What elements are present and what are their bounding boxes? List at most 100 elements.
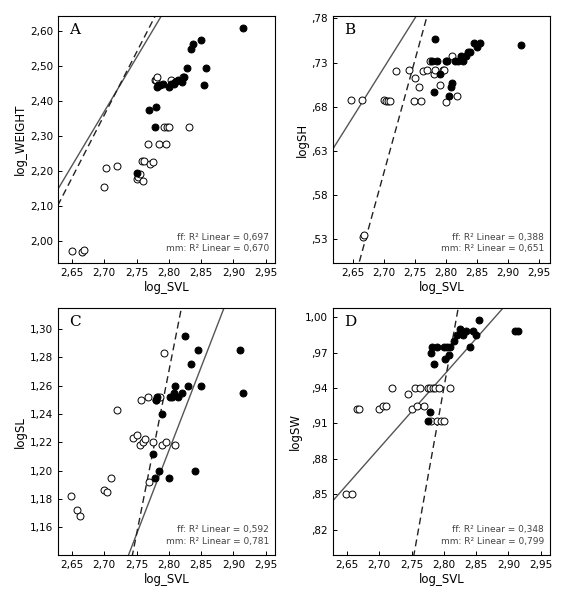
Point [429,69,438,79]
Point [381,401,390,410]
Point [164,473,174,482]
Point [411,383,420,393]
Point [446,82,455,92]
Point [386,96,395,106]
Point [171,440,180,450]
Point [439,416,448,426]
Point [442,98,451,107]
Point [151,395,160,404]
Point [73,505,82,515]
Point [151,102,160,112]
Point [446,342,455,352]
Point [133,172,142,182]
Point [154,80,163,90]
Point [404,65,413,74]
Point [347,95,356,104]
Point [352,404,361,414]
Point [100,485,109,495]
Point [148,157,157,167]
Point [150,473,159,482]
Point [462,52,471,61]
Point [129,433,138,443]
Point [239,388,248,398]
Point [420,401,429,410]
Point [197,381,206,391]
Point [392,67,401,76]
Point [77,247,86,257]
Y-axis label: logSH: logSH [295,122,308,157]
Point [151,76,160,85]
Point [177,388,187,398]
Point [156,80,165,90]
Point [459,56,468,65]
Point [145,477,154,487]
Point [153,82,162,92]
Point [378,401,387,410]
Point [426,416,435,426]
Point [235,346,244,355]
Point [425,383,434,393]
Point [150,76,159,85]
Point [180,331,189,341]
Text: D: D [344,315,356,329]
Point [423,416,432,426]
Point [510,326,519,336]
Point [359,232,368,242]
Point [183,63,192,73]
Point [177,77,187,87]
Text: ff: R² Linear = 0,592
mm: R² Linear = 0,781: ff: R² Linear = 0,592 mm: R² Linear = 0,… [166,525,269,545]
Text: B: B [344,23,355,37]
X-axis label: log_SVL: log_SVL [418,281,464,294]
Point [429,87,438,97]
Point [414,82,423,92]
Point [200,80,209,90]
Point [447,52,456,61]
Point [435,383,444,393]
Point [202,63,211,73]
Point [162,122,171,132]
Point [189,39,198,49]
Point [417,96,426,106]
Point [135,440,144,450]
Point [432,56,441,65]
Point [190,466,199,475]
Point [358,95,367,104]
Point [153,392,162,402]
Point [418,67,428,76]
Y-axis label: logSW: logSW [289,413,302,450]
Point [404,389,413,399]
Point [158,79,167,88]
Point [354,404,363,414]
Point [155,466,164,475]
Point [158,409,167,419]
Point [141,434,150,444]
Point [445,91,454,101]
Point [452,330,462,340]
Point [454,56,463,65]
Point [425,407,434,416]
Point [439,342,448,352]
Point [146,159,155,169]
Point [166,392,175,402]
Point [153,392,162,402]
Point [423,65,432,74]
Point [160,349,169,358]
Point [187,44,196,53]
Point [445,350,454,360]
Point [468,326,477,336]
Point [463,47,472,57]
Point [430,383,439,393]
Point [161,437,170,447]
Point [113,161,122,171]
Text: ff: R² Linear = 0,388
mm: R² Linear = 0,651: ff: R² Linear = 0,388 mm: R² Linear = 0,… [441,233,544,253]
Point [153,73,162,82]
Point [174,76,183,85]
Point [465,47,474,57]
Point [160,122,169,132]
Point [446,383,455,393]
Point [472,43,481,52]
Point [170,79,179,88]
Point [430,359,439,369]
Point [179,72,188,82]
Point [155,392,164,402]
